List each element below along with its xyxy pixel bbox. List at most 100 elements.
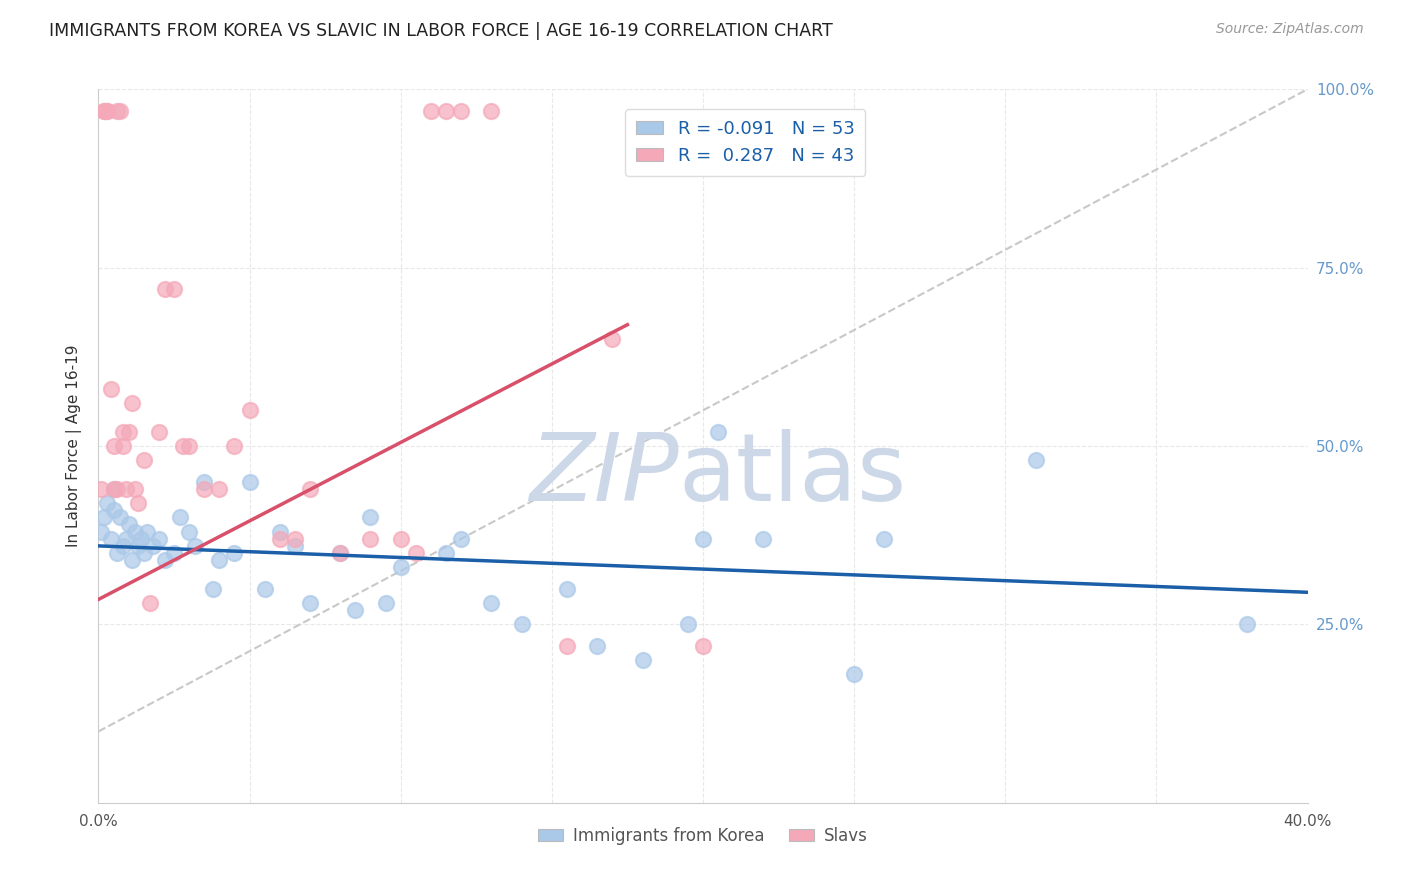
- Point: [100, 532, 122, 546]
- Point: [93, 103, 115, 118]
- Point: [129, 532, 152, 546]
- Point: [118, 425, 141, 439]
- Point: [148, 532, 170, 546]
- Point: [389, 532, 412, 546]
- Point: [179, 524, 201, 539]
- Point: [253, 582, 276, 596]
- Point: [299, 596, 322, 610]
- Point: [111, 439, 134, 453]
- Text: Source: ZipAtlas.com: Source: ZipAtlas.com: [1216, 22, 1364, 37]
- Point: [127, 496, 149, 510]
- Point: [90, 524, 112, 539]
- Point: [284, 532, 307, 546]
- Point: [103, 439, 125, 453]
- Point: [450, 103, 472, 118]
- Point: [208, 482, 231, 496]
- Point: [111, 425, 134, 439]
- Point: [96, 103, 118, 118]
- Point: [224, 546, 246, 560]
- Point: [105, 103, 128, 118]
- Point: [239, 403, 262, 417]
- Point: [153, 553, 176, 567]
- Point: [172, 439, 194, 453]
- Point: [105, 546, 128, 560]
- Text: IMMIGRANTS FROM KOREA VS SLAVIC IN LABOR FORCE | AGE 16-19 CORRELATION CHART: IMMIGRANTS FROM KOREA VS SLAVIC IN LABOR…: [49, 22, 832, 40]
- Point: [193, 475, 215, 489]
- Point: [481, 103, 503, 118]
- Point: [111, 539, 134, 553]
- Point: [631, 653, 654, 667]
- Point: [96, 496, 118, 510]
- Point: [103, 482, 125, 496]
- Point: [139, 596, 162, 610]
- Point: [96, 103, 118, 118]
- Point: [284, 539, 307, 553]
- Point: [121, 553, 143, 567]
- Legend: Immigrants from Korea, Slavs: Immigrants from Korea, Slavs: [531, 821, 875, 852]
- Point: [405, 546, 427, 560]
- Point: [108, 510, 131, 524]
- Point: [329, 546, 352, 560]
- Point: [360, 532, 382, 546]
- Point: [481, 596, 503, 610]
- Point: [873, 532, 896, 546]
- Point: [93, 103, 115, 118]
- Point: [105, 482, 128, 496]
- Point: [114, 532, 136, 546]
- Point: [184, 539, 207, 553]
- Point: [844, 667, 866, 681]
- Point: [208, 553, 231, 567]
- Point: [420, 103, 443, 118]
- Point: [135, 524, 157, 539]
- Point: [602, 332, 624, 346]
- Point: [510, 617, 533, 632]
- Point: [299, 482, 322, 496]
- Point: [127, 539, 149, 553]
- Point: [103, 482, 125, 496]
- Point: [450, 532, 472, 546]
- Point: [707, 425, 730, 439]
- Point: [108, 103, 131, 118]
- Point: [193, 482, 215, 496]
- Point: [118, 517, 141, 532]
- Point: [163, 282, 186, 296]
- Point: [692, 639, 714, 653]
- Point: [93, 510, 115, 524]
- Y-axis label: In Labor Force | Age 16-19: In Labor Force | Age 16-19: [66, 344, 83, 548]
- Point: [163, 546, 186, 560]
- Point: [752, 532, 775, 546]
- Point: [224, 439, 246, 453]
- Point: [90, 482, 112, 496]
- Text: ZIP: ZIP: [529, 429, 679, 520]
- Point: [179, 439, 201, 453]
- Point: [142, 539, 165, 553]
- Point: [124, 482, 146, 496]
- Point: [169, 510, 191, 524]
- Point: [344, 603, 367, 617]
- Point: [434, 546, 457, 560]
- Point: [103, 503, 125, 517]
- Point: [121, 396, 143, 410]
- Point: [100, 382, 122, 396]
- Point: [676, 617, 699, 632]
- Point: [434, 103, 457, 118]
- Point: [1024, 453, 1046, 467]
- Point: [360, 510, 382, 524]
- Point: [239, 475, 262, 489]
- Point: [132, 453, 155, 467]
- Point: [153, 282, 176, 296]
- Point: [374, 596, 396, 610]
- Point: [389, 560, 412, 574]
- Point: [124, 524, 146, 539]
- Point: [269, 524, 291, 539]
- Point: [132, 546, 155, 560]
- Point: [586, 639, 609, 653]
- Point: [555, 582, 578, 596]
- Point: [202, 582, 225, 596]
- Text: atlas: atlas: [679, 428, 907, 521]
- Point: [329, 546, 352, 560]
- Point: [148, 425, 170, 439]
- Point: [555, 639, 578, 653]
- Point: [269, 532, 291, 546]
- Point: [692, 532, 714, 546]
